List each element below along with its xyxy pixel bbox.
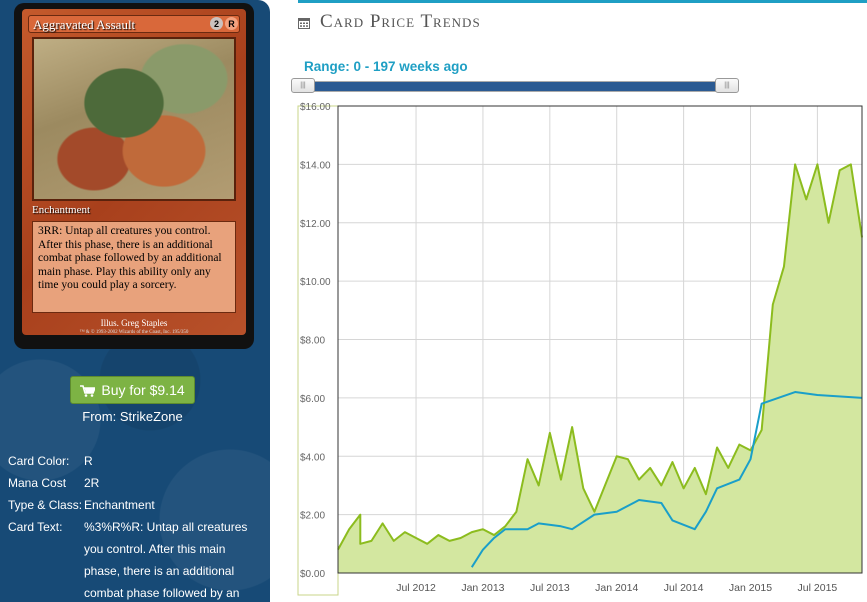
detail-row: Card Text: %3%R%R: Untap all creatures y… [8, 516, 263, 602]
card-details: Card Color: R Mana Cost 2R Type & Class:… [8, 450, 263, 602]
chart-y-axis-band [297, 105, 339, 596]
card-frame: Aggravated Assault 2 R Enchantment 3RR: … [22, 9, 246, 335]
chart-series-line-green [337, 163, 863, 551]
chart-y-tick-label: $16.00 [300, 102, 331, 113]
chart-y-tick-label: $4.00 [300, 452, 325, 463]
detail-value: 2R [84, 476, 100, 490]
chart-x-tick-label: Jan 2014 [595, 582, 638, 594]
chart-y-tick-label: $12.00 [300, 219, 331, 230]
range-slider-max-handle[interactable]: ||| [715, 78, 739, 93]
chart-y-tick-label: $0.00 [300, 569, 325, 580]
card-rules-text: 3RR: Untap all creatures you control. Af… [32, 221, 236, 313]
card-illustrator: Illus. Greg Staples [100, 318, 168, 328]
shopping-cart-icon [80, 384, 97, 397]
chart-y-tick-label: $10.00 [300, 277, 331, 288]
chart-y-tick-label: $14.00 [300, 160, 331, 171]
chart-x-tick-label: Jul 2013 [530, 582, 570, 594]
chart-y-tick-label: $2.00 [300, 511, 325, 522]
calendar-icon [298, 16, 310, 29]
mana-symbol-generic: 2 [210, 17, 223, 30]
chart-y-tick-label: $6.00 [300, 394, 325, 405]
chart-x-tick-label: Jul 2015 [798, 582, 838, 594]
section-title: Card Price Trends [320, 11, 481, 32]
card-image: Aggravated Assault 2 R Enchantment 3RR: … [14, 3, 254, 349]
detail-row: Type & Class: Enchantment [8, 494, 263, 516]
chart-series-line-blue [470, 391, 863, 568]
section-top-rule [298, 0, 867, 3]
detail-value: Enchantment [84, 498, 155, 512]
mana-symbol-red: R [225, 17, 238, 30]
price-trend-chart: $0.00 $2.00 $4.00 $6.00 $8.00 $10.00 $12.00 $14… [297, 102, 863, 596]
card-name: Aggravated Assault [28, 15, 240, 33]
chart-x-tick-label: Jan 2015 [729, 582, 772, 594]
range-slider-fill [309, 82, 725, 91]
detail-label: Type & Class: [8, 498, 83, 512]
range-slider-min-handle[interactable]: ||| [291, 78, 315, 93]
seller-name: From: StrikeZone [82, 409, 183, 424]
buy-button-label: Buy for $9.14 [101, 382, 185, 398]
chart-y-tick-label: $8.00 [300, 336, 325, 347]
detail-label: Card Color: [8, 454, 70, 468]
card-mana-cost: 2 R [210, 17, 238, 30]
chart-plot-border [337, 105, 863, 574]
detail-row: Mana Cost 2R [8, 472, 263, 494]
detail-value: %3%R%R: Untap all creatures you control.… [84, 520, 248, 600]
chart-x-tick-label: Jul 2014 [664, 582, 704, 594]
range-label: Range: 0 - 197 weeks ago [304, 59, 468, 74]
card-artwork [32, 37, 236, 201]
detail-label: Card Text: [8, 520, 63, 534]
card-copyright: ™ & © 1993-2002 Wizards of the Coast, In… [79, 330, 189, 335]
detail-value: R [84, 454, 93, 468]
chart-series-area [338, 164, 862, 573]
card-type-line: Enchantment [32, 204, 91, 216]
buy-button[interactable]: Buy for $9.14 [70, 376, 195, 404]
detail-label: Mana Cost [8, 476, 67, 490]
chart-x-tick-label: Jan 2013 [461, 582, 504, 594]
detail-row: Card Color: R [8, 450, 263, 472]
card-sidebar: Aggravated Assault 2 R Enchantment 3RR: … [0, 0, 270, 602]
chart-x-tick-label: Jul 2012 [396, 582, 436, 594]
range-slider[interactable]: ||| ||| [291, 78, 739, 93]
section-header: Card Price Trends [298, 11, 481, 33]
